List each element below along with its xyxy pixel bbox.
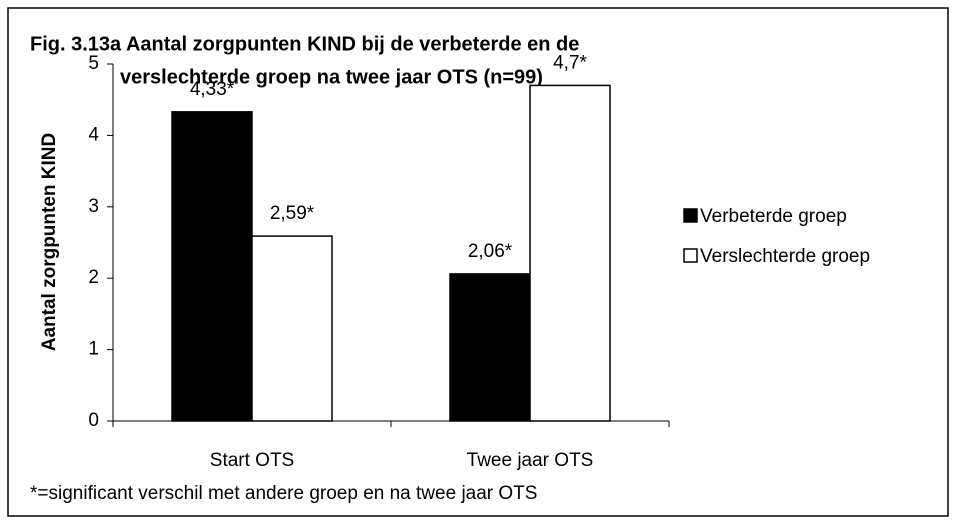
y-tick-label: 4	[88, 124, 99, 145]
legend-label: Verslechterde groep	[700, 246, 870, 267]
bar	[251, 235, 333, 422]
y-tick-label: 0	[88, 410, 99, 431]
annotation: *=significant verschil met andere groep …	[30, 483, 537, 504]
y-tick-label: 1	[88, 339, 99, 360]
chart-title: verslechterde groep na twee jaar OTS (n=…	[120, 66, 543, 88]
y-tick-label: 2	[88, 267, 99, 288]
y-tick-label: 5	[88, 53, 99, 74]
y-axis-label: Aantal zorgpunten KIND	[39, 133, 60, 352]
value-label: 2,06*	[468, 241, 513, 262]
legend-swatch	[683, 248, 698, 263]
legend-swatch	[683, 208, 698, 223]
legend-label: Verbeterde groep	[700, 206, 847, 227]
bar	[449, 273, 531, 422]
bar	[529, 84, 611, 422]
x-tick-label: Twee jaar OTS	[467, 450, 594, 471]
value-label: 4,7*	[553, 52, 587, 73]
y-tick-label: 3	[88, 196, 99, 217]
x-tick-label: Start OTS	[210, 450, 294, 471]
value-label: 4,33*	[190, 79, 235, 100]
chart-title: Fig. 3.13a Aantal zorgpunten KIND bij de…	[30, 33, 579, 55]
value-label: 2,59*	[270, 203, 315, 224]
bar	[171, 111, 253, 422]
chart-frame	[7, 7, 949, 517]
